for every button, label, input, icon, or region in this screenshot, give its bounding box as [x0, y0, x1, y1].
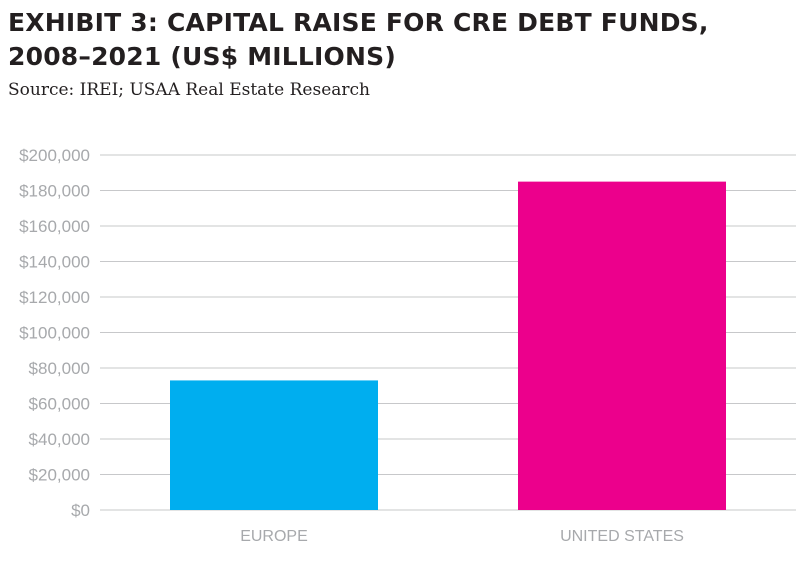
y-tick-label: $20,000 — [29, 466, 90, 485]
y-tick-label: $0 — [71, 501, 90, 520]
y-tick-label: $80,000 — [29, 359, 90, 378]
bar-europe — [170, 380, 378, 510]
y-tick-label: $160,000 — [19, 217, 90, 236]
x-category-label: UNITED STATES — [560, 528, 684, 545]
y-tick-label: $180,000 — [19, 182, 90, 201]
chart-source: Source: IREI; USAA Real Estate Research — [8, 80, 370, 100]
bar-united-states — [518, 181, 726, 510]
chart-title-line-2: 2008–2021 (US$ MILLIONS) — [8, 42, 396, 71]
y-axis-tick-labels: $0 $20,000 $40,000 $60,000 $80,000 $100,000 $1… — [19, 146, 90, 520]
bars — [170, 181, 726, 510]
x-axis-category-labels: EUROPE UNITED STATES — [240, 528, 684, 545]
y-tick-label: $60,000 — [29, 395, 90, 414]
y-tick-label: $200,000 — [19, 146, 90, 165]
y-tick-label: $100,000 — [19, 324, 90, 343]
y-tick-label: $120,000 — [19, 288, 90, 307]
chart-title: EXHIBIT 3: CAPITAL RAISE FOR CRE DEBT FU… — [8, 6, 798, 74]
x-category-label: EUROPE — [240, 528, 308, 545]
y-tick-label: $40,000 — [29, 430, 90, 449]
chart-title-line-1: EXHIBIT 3: CAPITAL RAISE FOR CRE DEBT FU… — [8, 8, 709, 37]
y-tick-label: $140,000 — [19, 253, 90, 272]
